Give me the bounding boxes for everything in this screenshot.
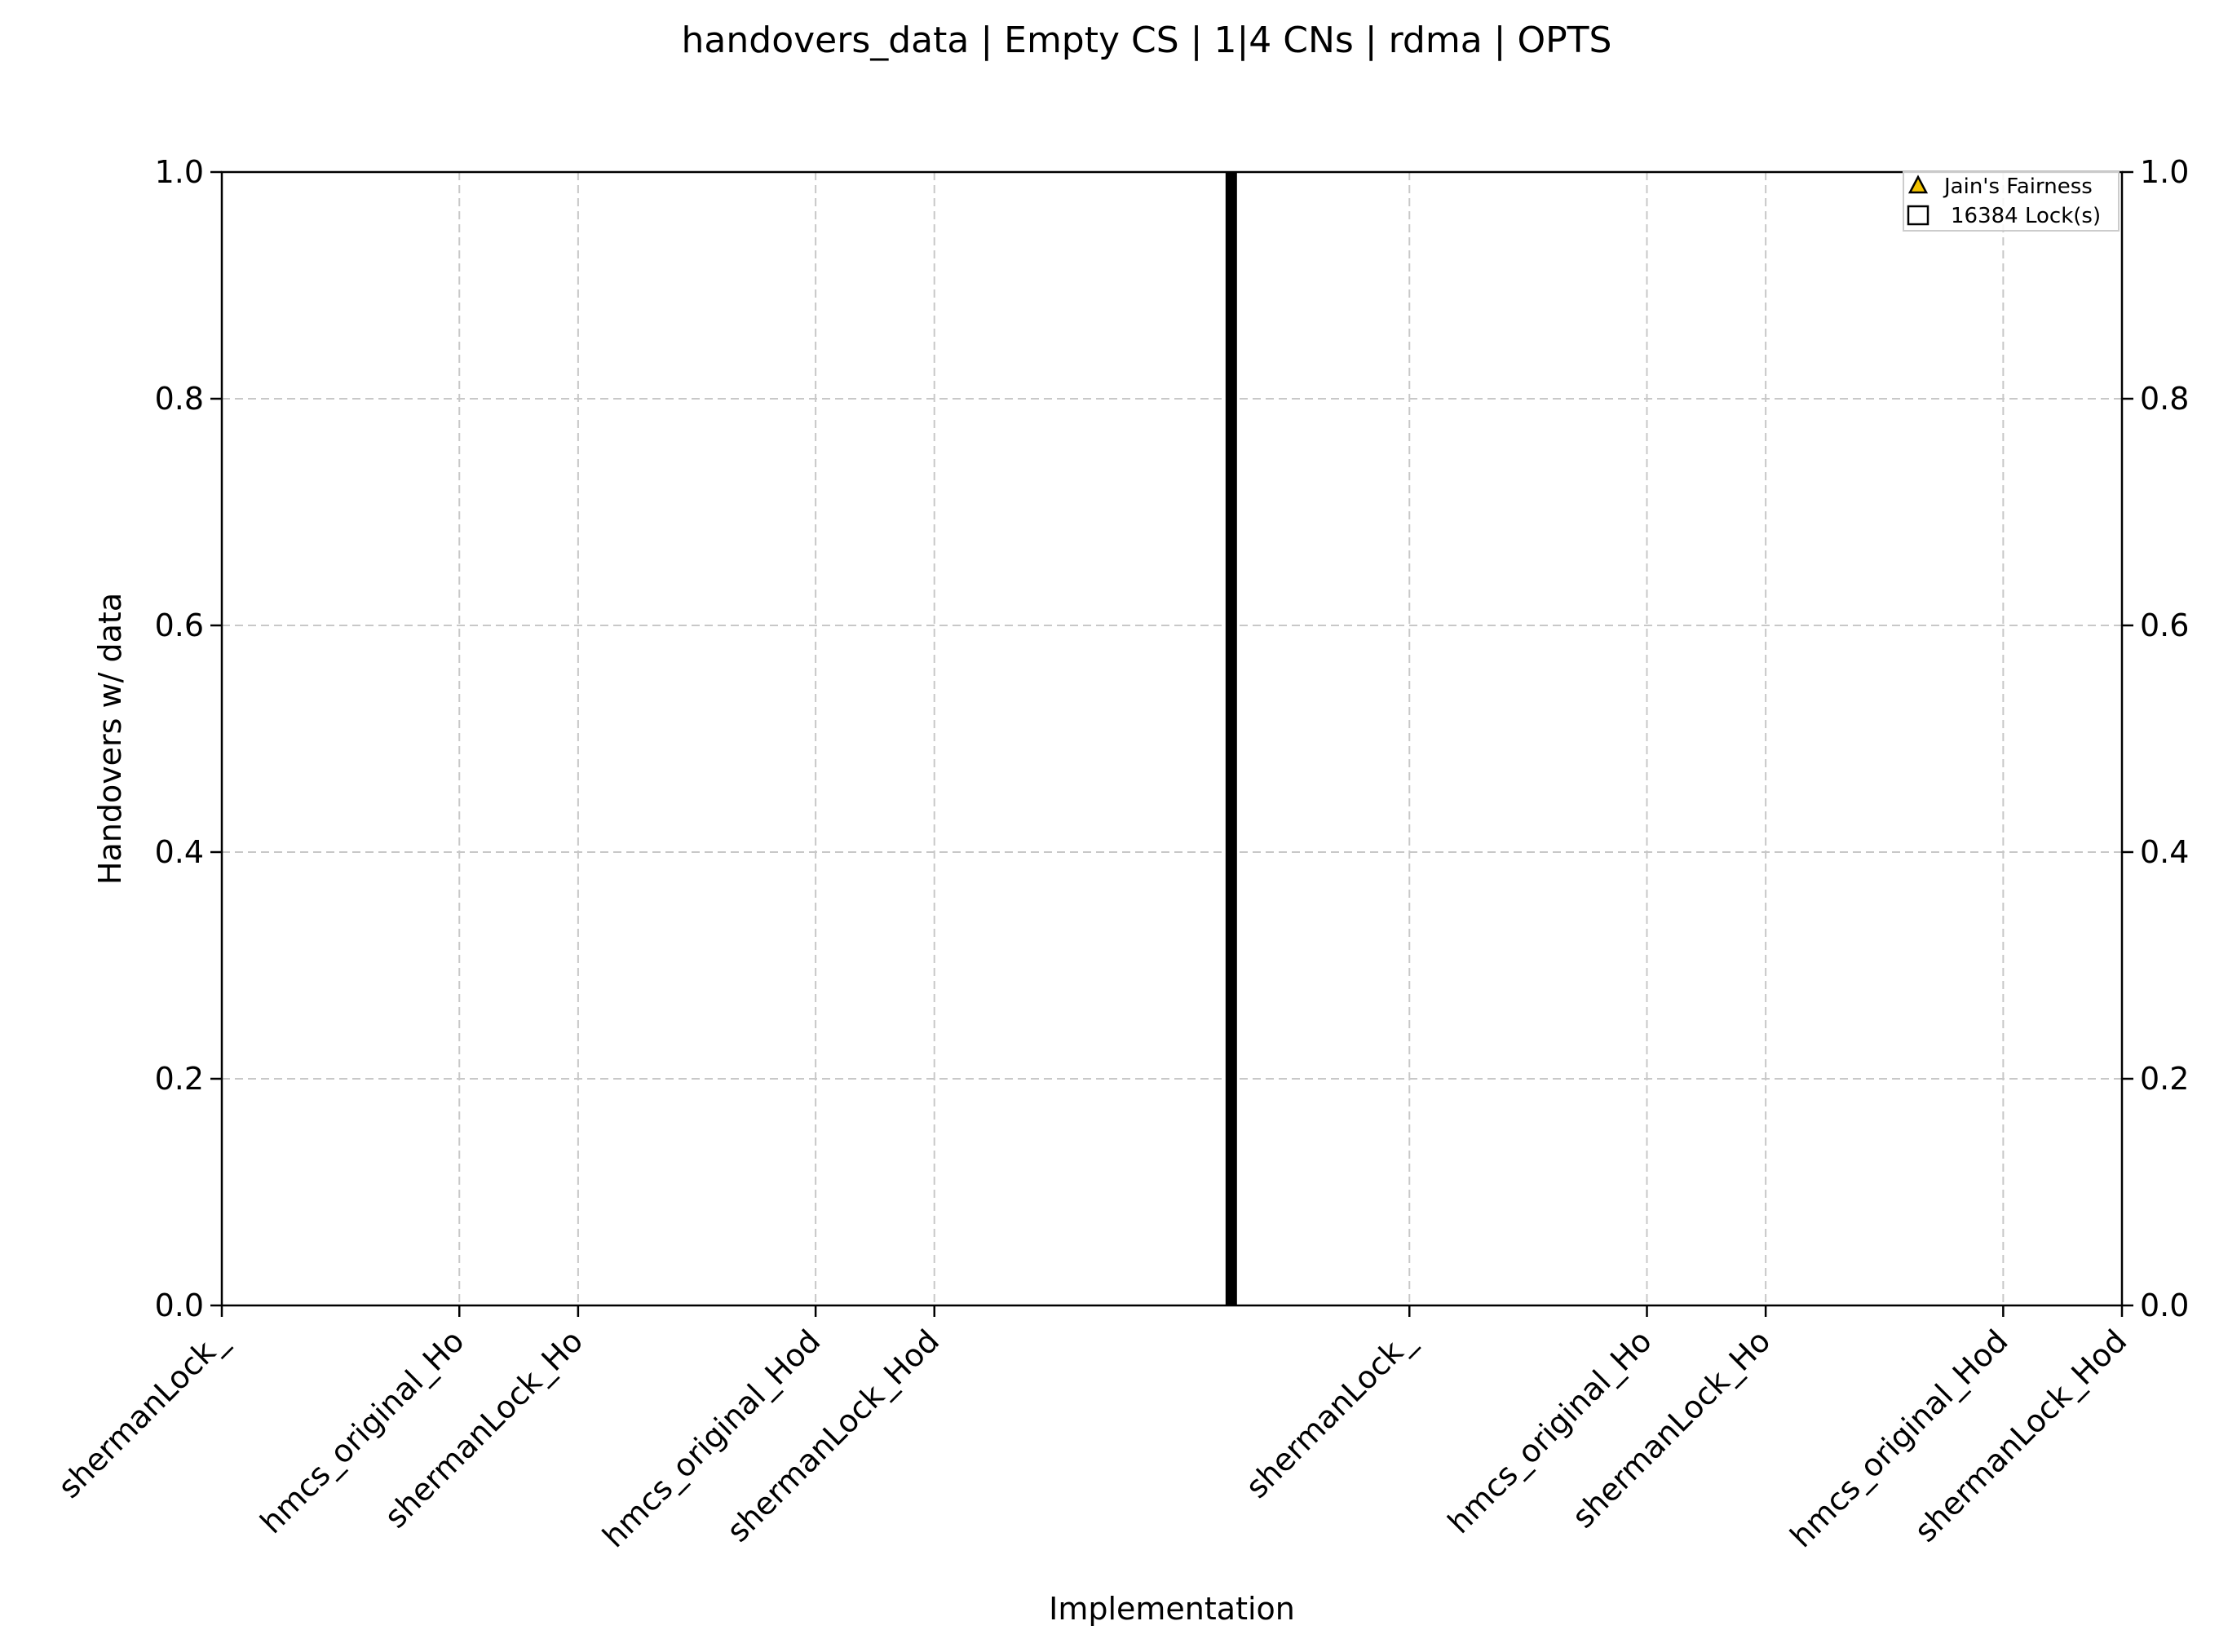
x-tick-label: shermanLock_Ho (1565, 1323, 1777, 1535)
y2-tick-label: 0.4 (2140, 834, 2189, 870)
y-axis-label: Handovers w/ data (92, 593, 128, 885)
x-tick-label: hmcs_original_Hod (1784, 1323, 2015, 1554)
left-y-axis: 0.0 0.2 0.4 0.6 0.8 1.0 (155, 154, 222, 1323)
y-tick-label: 0.0 (155, 1288, 204, 1323)
x-tick-label: shermanLock_Hod (720, 1323, 946, 1548)
y2-tick-label: 0.8 (2140, 381, 2189, 417)
y2-tick-label: 0.2 (2140, 1061, 2189, 1097)
y2-tick-label: 0.0 (2140, 1288, 2189, 1323)
legend-marker-triangle (1907, 174, 1929, 194)
x-tick-label: shermanLock_Ho (378, 1323, 590, 1535)
y-tick-label: 0.6 (155, 607, 204, 643)
legend: Jain's Fairness 16384 Lock(s) (1903, 171, 2120, 232)
x-axis: shermanLock_ hmcs_original_HoshermanLock_… (51, 1305, 2133, 1554)
chart-title: handovers_data | Empty CS | 1|4 CNs | rd… (682, 20, 1612, 61)
y2-tick-label: 1.0 (2140, 154, 2189, 190)
legend-box (1903, 171, 2120, 232)
right-y-axis: 0.0 0.2 0.4 0.6 0.8 1.0 (2122, 154, 2189, 1323)
x-tick-label: hmcs_original_Ho (1441, 1323, 1659, 1540)
y2-tick-label: 0.6 (2140, 607, 2189, 643)
y-tick-label: 0.8 (155, 381, 204, 417)
plot-frame (220, 170, 2124, 1307)
legend-label-fairness: Jain's Fairness (1943, 174, 2093, 199)
y-tick-label: 0.2 (155, 1061, 204, 1097)
x-tick-label: shermanLock_Hod (1907, 1323, 2133, 1548)
x-axis-label: Implementation (1049, 1591, 1295, 1627)
x-tick-label: hmcs_original_Hod (595, 1323, 827, 1554)
grid-layer (221, 171, 2123, 1306)
x-tick-label: shermanLock_ (1239, 1323, 1421, 1505)
x-tick-label: hmcs_original_Ho (254, 1323, 471, 1540)
x-tick-label: shermanLock_ (51, 1323, 234, 1505)
y-tick-label: 0.4 (155, 834, 204, 870)
legend-label-locks: 16384 Lock(s) (1951, 204, 2101, 228)
y-tick-label: 1.0 (155, 154, 204, 190)
legend-marker-square (1907, 205, 1929, 226)
